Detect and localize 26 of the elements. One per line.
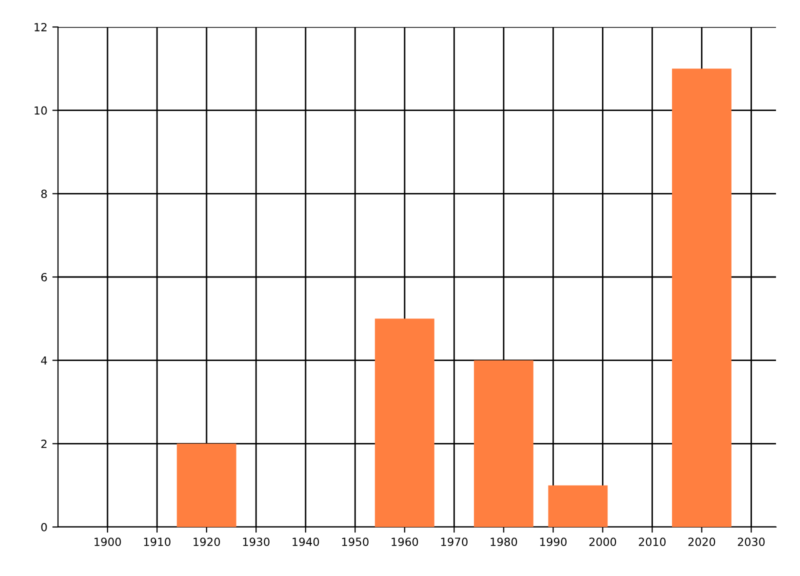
- bar: [672, 68, 732, 527]
- x-tick-label: 2010: [638, 538, 666, 546]
- x-tick-label: 2030: [738, 538, 765, 546]
- x-tick-label: 1950: [342, 538, 369, 546]
- bar: [176, 444, 236, 527]
- x-tick-label: 1970: [441, 538, 468, 546]
- x-tick-label: 1990: [540, 538, 567, 546]
- bar: [374, 318, 434, 527]
- y-tick-label: 4: [41, 356, 47, 365]
- x-tick-label: 1930: [243, 538, 270, 546]
- bar: [548, 485, 608, 527]
- x-tick-label: 1900: [94, 538, 121, 546]
- y-tick-label: 2: [41, 440, 46, 448]
- y-tick-label: 12: [34, 22, 46, 32]
- bar: [474, 360, 534, 527]
- x-tick-label: 1960: [392, 538, 418, 546]
- x-tick-label: 2020: [688, 538, 716, 546]
- y-tick-label: 0: [41, 522, 47, 532]
- x-tick-label: 1980: [490, 538, 518, 546]
- x-tick-label: 1910: [144, 538, 170, 546]
- x-tick-label: 2000: [589, 538, 616, 546]
- y-tick-label: 10: [34, 106, 47, 115]
- y-tick-label: 8: [41, 190, 47, 198]
- x-tick-label: 1920: [194, 538, 220, 546]
- y-tick-label: 6: [41, 272, 47, 282]
- x-tick-label: 1940: [292, 538, 319, 546]
